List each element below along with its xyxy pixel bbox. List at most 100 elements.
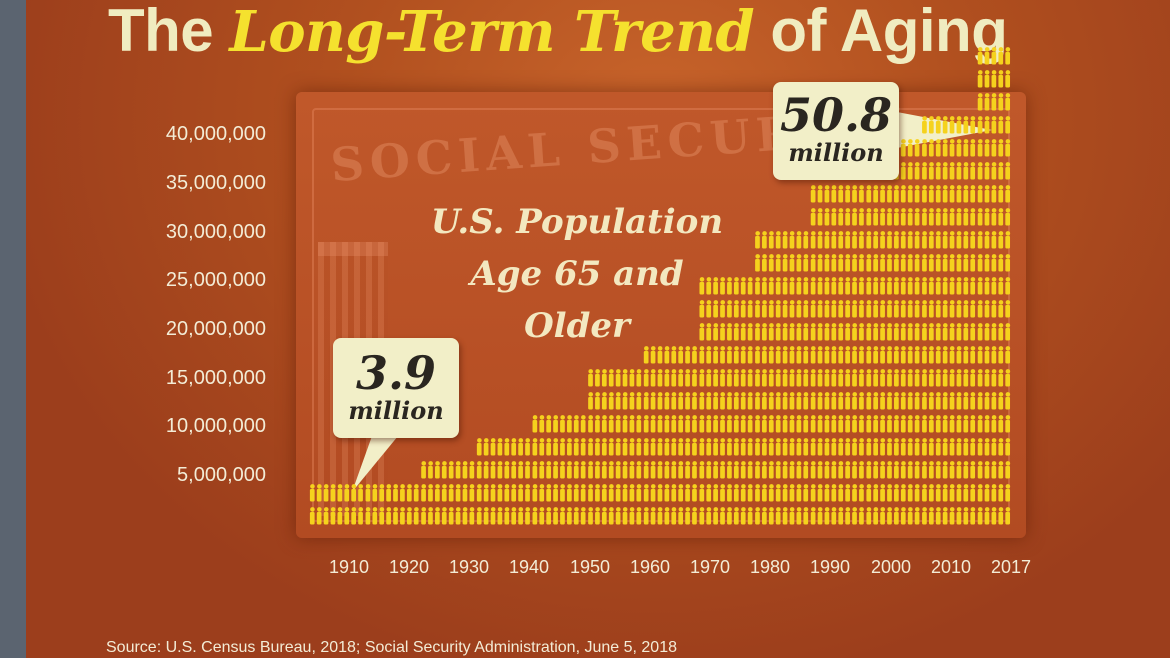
person-icon	[984, 392, 990, 410]
person-icon	[740, 507, 746, 525]
person-icon	[601, 438, 607, 456]
person-icon	[970, 254, 976, 272]
person-icon	[824, 346, 830, 364]
person-icon	[636, 461, 642, 479]
person-icon	[935, 323, 941, 341]
chart-title: U.S. Population Age 65 and Older	[412, 196, 742, 352]
person-icon	[629, 369, 635, 387]
person-icon	[650, 461, 656, 479]
person-icon	[678, 507, 684, 525]
person-icon	[970, 484, 976, 502]
person-icon	[942, 162, 948, 180]
person-icon	[838, 346, 844, 364]
person-icon	[935, 507, 941, 525]
person-icon	[490, 507, 496, 525]
person-icon	[956, 162, 962, 180]
person-icon	[796, 277, 802, 295]
person-icon	[949, 254, 955, 272]
person-icon	[922, 208, 927, 226]
person-icon	[330, 507, 336, 525]
person-icon	[580, 507, 586, 525]
x-tick-label: 1930	[448, 557, 490, 577]
person-icon	[733, 461, 739, 479]
person-icon	[789, 300, 795, 318]
person-icon	[337, 484, 343, 502]
person-icon	[935, 277, 941, 295]
person-icon	[622, 461, 628, 479]
person-icon	[608, 392, 614, 410]
person-icon	[845, 507, 851, 525]
person-icon	[796, 231, 802, 249]
person-icon	[942, 139, 948, 157]
chart-title-line-2: Age 65 and Older	[470, 254, 684, 346]
person-icon	[998, 369, 1004, 387]
person-icon	[977, 300, 983, 318]
person-icon	[977, 346, 983, 364]
person-icon	[991, 369, 997, 387]
person-icon	[358, 484, 364, 502]
person-icon	[880, 231, 886, 249]
bar-1970	[699, 277, 753, 525]
person-icon	[796, 392, 802, 410]
y-tick-label: 10,000,000	[165, 415, 266, 437]
person-icon	[720, 438, 726, 456]
person-icon	[497, 484, 503, 502]
person-icon	[852, 415, 858, 433]
person-icon	[762, 438, 767, 456]
person-icon	[963, 438, 969, 456]
person-icon	[762, 369, 767, 387]
person-icon	[907, 277, 913, 295]
person-icon	[796, 300, 802, 318]
person-icon	[880, 392, 886, 410]
person-icon	[907, 507, 913, 525]
person-icon	[803, 277, 809, 295]
person-icon	[866, 277, 872, 295]
person-icon	[762, 415, 767, 433]
person-icon	[894, 254, 899, 272]
person-icon	[949, 415, 955, 433]
person-icon	[762, 392, 767, 410]
person-icon	[880, 484, 886, 502]
person-icon	[727, 392, 732, 410]
person-icon	[351, 484, 357, 502]
callout-end-unit: million	[788, 138, 884, 167]
person-icon	[942, 208, 948, 226]
person-icon	[727, 277, 732, 295]
person-icon	[490, 484, 496, 502]
person-icon	[650, 346, 656, 364]
person-icon	[428, 507, 433, 525]
person-icon	[692, 461, 697, 479]
person-icon	[747, 346, 753, 364]
person-icon	[810, 346, 816, 364]
person-icon	[977, 415, 983, 433]
person-icon	[914, 254, 920, 272]
person-icon	[873, 208, 879, 226]
person-icon	[733, 484, 739, 502]
person-icon	[567, 461, 572, 479]
person-icon	[894, 277, 899, 295]
person-icon	[845, 300, 851, 318]
person-icon	[1005, 300, 1011, 318]
person-icon	[595, 415, 600, 433]
person-icon	[657, 415, 663, 433]
person-icon	[887, 254, 892, 272]
person-icon	[942, 300, 948, 318]
person-icon	[747, 507, 753, 525]
person-icon	[699, 300, 705, 318]
person-icon	[922, 162, 927, 180]
person-icon	[657, 484, 663, 502]
person-icon	[949, 323, 955, 341]
person-icon	[963, 208, 969, 226]
person-icon	[887, 415, 892, 433]
person-icon	[963, 369, 969, 387]
person-icon	[803, 346, 809, 364]
person-icon	[796, 415, 802, 433]
person-icon	[873, 300, 879, 318]
person-icon	[845, 484, 851, 502]
person-icon	[337, 507, 343, 525]
person-icon	[740, 484, 746, 502]
person-icon	[859, 254, 864, 272]
person-icon	[970, 300, 976, 318]
person-icon	[1005, 116, 1011, 134]
person-icon	[720, 369, 726, 387]
